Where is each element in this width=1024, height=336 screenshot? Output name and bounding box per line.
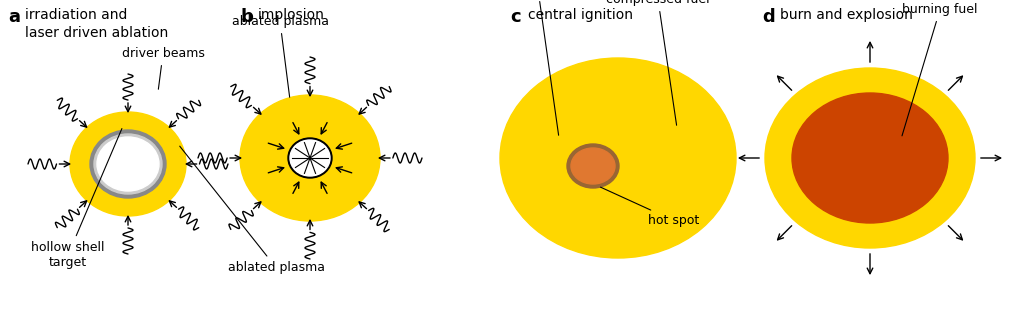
- Text: b: b: [240, 8, 253, 26]
- Text: hollow shell
target: hollow shell target: [32, 129, 122, 269]
- Text: low density plasma: low density plasma: [477, 0, 598, 135]
- Text: burn and explosion: burn and explosion: [780, 8, 912, 22]
- Text: compressed fuel: compressed fuel: [606, 0, 710, 125]
- Ellipse shape: [90, 130, 166, 198]
- Text: central ignition: central ignition: [528, 8, 633, 22]
- Text: d: d: [762, 8, 775, 26]
- Ellipse shape: [288, 138, 332, 178]
- Ellipse shape: [500, 58, 736, 258]
- Ellipse shape: [765, 68, 975, 248]
- Text: c: c: [510, 8, 520, 26]
- Text: a: a: [8, 8, 20, 26]
- Ellipse shape: [567, 144, 618, 188]
- Ellipse shape: [94, 134, 162, 194]
- Ellipse shape: [290, 140, 330, 176]
- Text: irradiation and
laser driven ablation: irradiation and laser driven ablation: [25, 8, 168, 40]
- Text: driver beams: driver beams: [122, 47, 205, 89]
- Ellipse shape: [240, 95, 380, 221]
- Text: ablated plasma: ablated plasma: [231, 15, 329, 97]
- Ellipse shape: [97, 137, 159, 191]
- Text: implosion: implosion: [258, 8, 325, 22]
- Ellipse shape: [70, 112, 186, 216]
- Text: hot spot: hot spot: [600, 187, 699, 227]
- Ellipse shape: [792, 93, 948, 223]
- Text: ablated plasma: ablated plasma: [180, 146, 325, 274]
- Text: burning fuel: burning fuel: [902, 3, 978, 136]
- Ellipse shape: [571, 148, 615, 184]
